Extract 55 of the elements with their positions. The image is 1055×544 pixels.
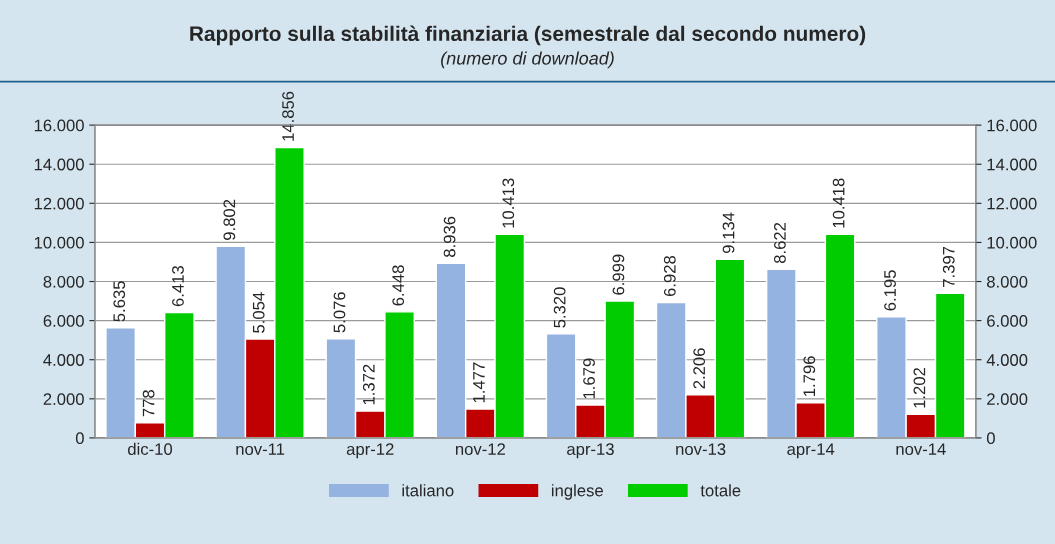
y2-tick-label: 12.000 xyxy=(987,197,1037,210)
data-label: 1.372 xyxy=(362,364,375,405)
data-label: 5.054 xyxy=(252,292,265,333)
data-label: 10.413 xyxy=(502,178,515,228)
data-label: 8.936 xyxy=(443,216,456,257)
chart-subtitle: (numero di download) xyxy=(441,51,614,69)
y2-tick-label: 8.000 xyxy=(987,275,1028,288)
chart-title: Rapporto sulla stabilità finanziaria (semestrale dal secondo numero) xyxy=(190,25,866,46)
legend-label: totale xyxy=(700,484,741,497)
data-label: 2.206 xyxy=(693,348,706,389)
data-label: 6.928 xyxy=(663,255,676,297)
y-tick-label: 2.000 xyxy=(43,393,84,406)
x-tick-label: apr-14 xyxy=(787,443,835,459)
x-tick-label: nov-12 xyxy=(455,443,505,456)
legend-label: inglese xyxy=(551,484,603,500)
data-label: 14.856 xyxy=(282,91,294,141)
data-label: 1.679 xyxy=(583,358,595,399)
y-tick-label: 16.000 xyxy=(34,119,84,132)
y-tick-label: 12.000 xyxy=(34,197,84,210)
y2-tick-label: 10.000 xyxy=(987,236,1037,249)
legend-label: italiano xyxy=(402,484,454,497)
y-tick-label: 6.000 xyxy=(43,315,84,327)
data-label: 1.202 xyxy=(913,367,926,408)
y-tick-label: 0 xyxy=(75,432,84,445)
x-tick-label: apr-13 xyxy=(567,443,614,459)
data-label: 6.999 xyxy=(612,254,625,295)
data-label: 6.448 xyxy=(392,265,405,306)
y2-tick-label: 0 xyxy=(986,432,995,445)
y-tick-label: 10.000 xyxy=(34,236,84,249)
y2-tick-label: 16.000 xyxy=(987,119,1037,132)
y2-tick-label: 14.000 xyxy=(987,158,1037,171)
data-label: 6.413 xyxy=(172,266,184,307)
data-label: 8.622 xyxy=(774,222,786,264)
x-tick-label: apr-12 xyxy=(346,443,394,459)
x-tick-label: dic-10 xyxy=(128,442,173,456)
data-label: 5.635 xyxy=(113,281,126,322)
x-tick-label: nov-11 xyxy=(236,443,285,456)
y-tick-label: 4.000 xyxy=(43,354,84,366)
data-label: 9.802 xyxy=(223,199,236,240)
y2-tick-label: 2.000 xyxy=(987,393,1028,406)
y2-tick-label: 4.000 xyxy=(986,354,1028,366)
y2-tick-label: 6.000 xyxy=(987,315,1028,327)
y-tick-label: 14.000 xyxy=(34,158,84,171)
data-label: 1.477 xyxy=(473,362,485,403)
x-tick-label: nov-14 xyxy=(896,443,946,456)
data-label: 6.195 xyxy=(884,270,896,311)
data-label: 10.418 xyxy=(832,178,845,228)
data-label: 778 xyxy=(142,390,155,417)
data-label: 1.796 xyxy=(803,356,816,396)
y-tick-label: 8.000 xyxy=(43,275,84,288)
data-label: 5.076 xyxy=(333,292,346,333)
data-label: 9.134 xyxy=(722,212,735,254)
data-label: 5.320 xyxy=(553,287,566,328)
x-tick-label: nov-13 xyxy=(676,443,726,456)
data-label: 7.397 xyxy=(942,246,955,287)
